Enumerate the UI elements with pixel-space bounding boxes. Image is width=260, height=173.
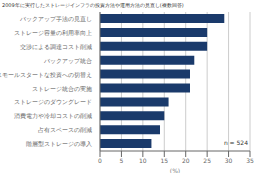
svg-text:占有スペースの削減: 占有スペースの削減 [38,126,92,133]
svg-text:スモールスタートな投資への切替え: スモールスタートな投資への切替え [8,71,92,79]
html-text:2009年に実行したストレージインフラの投資方法や運用方法の: 2009年に実行したストレージインフラの投資方法や運用方法の見直し(複数回答) [2,2,184,8]
svg-text:20: 20 [182,157,190,164]
svg-text:0: 0 [98,157,102,164]
svg-text:25: 25 [203,157,211,164]
svg-text:交渉による調達コスト削減: 交渉による調達コスト削減 [20,43,92,50]
svg-text:階層型ストレージの導入: 階層型ストレージの導入 [26,140,92,147]
svg-text:ストレージ統合の実施: ストレージ統合の実施 [32,85,92,92]
svg-text:ストレージのダウングレード: ストレージのダウングレード [14,98,92,105]
svg-text:ストレージ容量の利用率向上: ストレージ容量の利用率向上 [14,29,92,36]
svg-text:35: 35 [246,157,252,164]
svg-text:10: 10 [139,157,147,164]
svg-text:(%): (%) [170,167,180,173]
svg-text:30: 30 [225,157,233,164]
svg-text:バックアップ手法の見直し: バックアップ手法の見直し [19,15,92,22]
svg-text:5: 5 [120,157,124,164]
html-text:n = 524: n = 524 [223,139,248,146]
svg-text:バックアップ統合: バックアップ統合 [43,57,92,64]
svg-text:消費電力や冷却コストの削減: 消費電力や冷却コストの削減 [14,112,92,119]
svg-text:15: 15 [160,157,168,164]
